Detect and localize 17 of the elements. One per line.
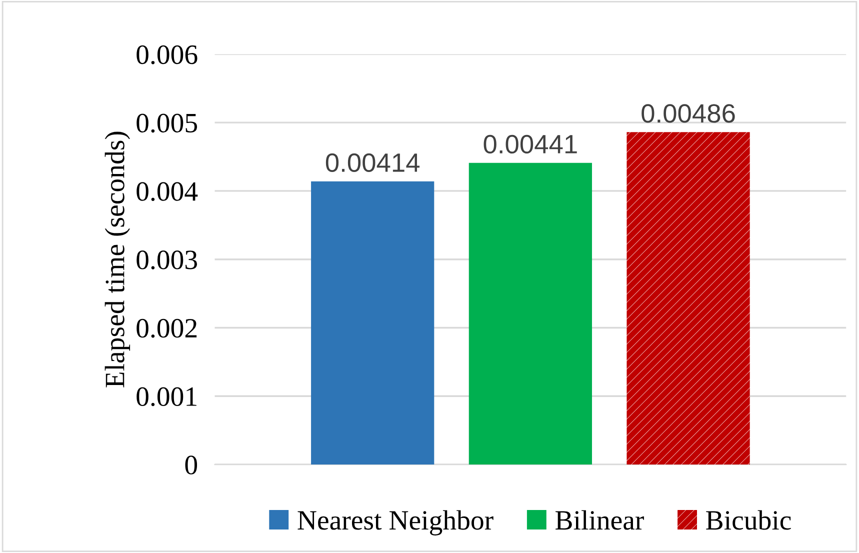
legend-label: Bicubic (706, 510, 791, 530)
y-tick-label: 0 (185, 456, 198, 474)
bar (626, 132, 750, 465)
data-label: 0.00414 (326, 153, 420, 172)
y-tick-label: 0.002 (136, 318, 197, 338)
y-tick-label: 0.006 (136, 45, 198, 64)
y-tick-label: 0.001 (136, 387, 196, 406)
y-tick-label: 0.005 (136, 114, 197, 133)
y-tick-label: 0.004 (136, 182, 198, 201)
data-label: 0.00441 (484, 134, 577, 154)
legend-label: Bilinear (556, 510, 644, 530)
y-axis-title: Elapsed time (seconds) (104, 132, 130, 388)
bar (468, 162, 592, 465)
data-label: 0.00486 (642, 104, 735, 123)
bar (311, 181, 434, 465)
y-tick-label: 0.003 (136, 250, 197, 270)
legend-label: Nearest Neighbor (298, 510, 494, 536)
